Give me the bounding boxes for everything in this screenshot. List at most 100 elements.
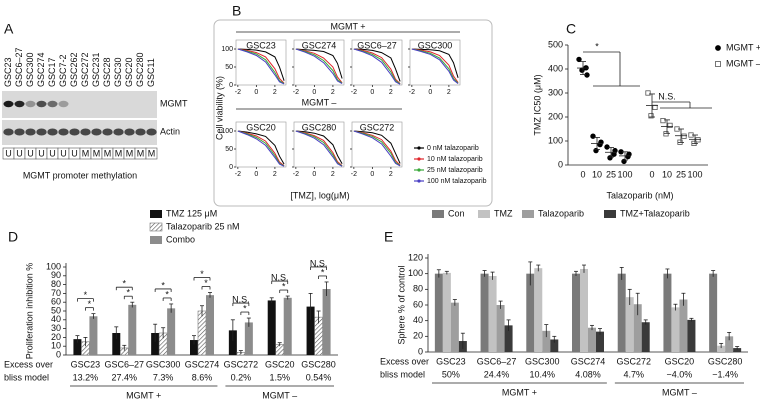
band-label: Actin: [160, 126, 180, 136]
y-tick-label: 20: [413, 331, 423, 341]
band: [102, 128, 113, 136]
bar: [442, 272, 451, 352]
legend-label: TMZ+Talazoparib: [620, 208, 690, 218]
x-tick-label: -2: [409, 89, 415, 96]
subplot-title: GSC272: [360, 122, 395, 132]
y-tick-label: 0: [558, 159, 563, 169]
band: [25, 128, 36, 136]
curve: [295, 130, 343, 166]
legend-label: 100 nM talazoparib: [427, 178, 487, 185]
curve: [295, 48, 343, 84]
y-tick-label: 60: [413, 299, 423, 309]
legend-dot: [417, 146, 421, 150]
y-tick-label: 50: [225, 64, 233, 71]
legend-swatch: [478, 210, 490, 218]
annotation: *: [200, 269, 204, 279]
annotation: *: [243, 303, 247, 313]
x-tick-label: 100: [687, 169, 702, 179]
bar: [167, 308, 176, 355]
band: [146, 128, 157, 136]
y-tick-label: 400: [548, 63, 563, 73]
point: [663, 131, 669, 137]
bar: [671, 307, 680, 352]
bar: [112, 333, 121, 355]
group-title: MGMT +: [126, 390, 161, 400]
x-tick-label: 2: [273, 171, 277, 178]
row-value: 13.2%: [73, 372, 99, 382]
methylation-label: M: [104, 148, 112, 158]
sample-label: GSC7-2: [58, 54, 68, 87]
bar: [588, 327, 596, 352]
x-tick-label: 2: [273, 89, 277, 96]
band: [3, 100, 14, 108]
annotation: N.S.: [658, 91, 676, 101]
subplot-title: GSC6–27: [357, 40, 397, 50]
point: [648, 113, 654, 119]
curve: [295, 130, 343, 165]
legend-label: MGMT +: [726, 42, 760, 52]
panel-label: B: [232, 3, 241, 19]
group-title: MGMT –: [302, 97, 337, 107]
sample-label: GSC11: [146, 58, 156, 87]
legend-label: Talazoparib: [538, 208, 584, 218]
point: [612, 147, 618, 154]
bar: [197, 310, 207, 356]
row-label: Excess over: [380, 356, 429, 366]
x-tick-label: GSC280: [708, 356, 743, 366]
x-tick-label: 0: [649, 169, 654, 179]
band: [47, 100, 58, 108]
curve: [237, 48, 285, 85]
x-tick-label: -2: [293, 171, 299, 178]
annotation: N.S.: [271, 272, 289, 282]
annotation: *: [282, 281, 286, 291]
bar: [283, 297, 292, 355]
bar: [580, 268, 588, 352]
bar: [450, 302, 459, 352]
bar: [190, 340, 198, 355]
annotation: *: [88, 299, 92, 309]
x-tick-label: 0: [254, 171, 258, 178]
point: [584, 72, 590, 78]
x-tick-label: GSC300: [146, 359, 181, 369]
curve: [295, 48, 343, 79]
curve: [353, 130, 401, 166]
x-tick-label: GSC6–27: [477, 356, 517, 366]
bar: [306, 306, 315, 355]
x-tick-label: GSC23: [71, 359, 101, 369]
band: [113, 128, 124, 136]
annotation: N.S.: [310, 258, 328, 268]
y-tick-label: 80: [51, 279, 61, 289]
legend-label: MGMT –: [726, 58, 760, 68]
legend-marker: [715, 61, 721, 67]
methylation-label: U: [71, 148, 78, 158]
band: [14, 100, 25, 108]
curve: [353, 48, 401, 85]
curve: [237, 130, 285, 166]
x-tick-label: 2: [389, 89, 393, 96]
band: [58, 128, 69, 136]
row-value: 8.6%: [192, 372, 213, 382]
sample-label: GSC30: [113, 57, 123, 87]
x-tick-label: 0: [370, 89, 374, 96]
annotation: *: [204, 278, 208, 288]
curve: [353, 130, 401, 164]
legend-dot: [417, 179, 421, 183]
y-tick-label: 500: [548, 39, 563, 49]
row-label: Excess over: [4, 359, 53, 369]
x-tick-label: -2: [351, 89, 357, 96]
y-tick-label: 30: [51, 323, 61, 333]
curve: [295, 130, 343, 167]
curve: [353, 48, 401, 82]
x-tick-label: -2: [235, 89, 241, 96]
band: [36, 100, 47, 108]
row-value: 10.4%: [530, 369, 556, 379]
bar: [128, 304, 137, 355]
y-tick-label: 20: [51, 332, 61, 342]
x-tick-label: 0: [370, 171, 374, 178]
y-tick-label: 120: [408, 252, 423, 262]
bar: [267, 300, 276, 355]
methylation-label: U: [60, 148, 67, 158]
bar: [504, 325, 513, 352]
annotation: *: [595, 41, 599, 51]
